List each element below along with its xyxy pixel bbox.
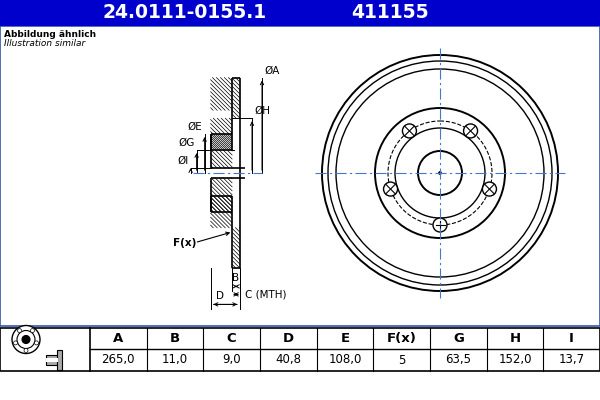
Text: G: G — [453, 332, 464, 345]
Circle shape — [433, 218, 447, 232]
Circle shape — [336, 69, 544, 277]
Text: 5: 5 — [398, 354, 406, 366]
Circle shape — [34, 341, 38, 345]
Text: D: D — [217, 291, 224, 302]
Text: ØG: ØG — [178, 138, 194, 148]
Text: 152,0: 152,0 — [498, 354, 532, 366]
Text: 265,0: 265,0 — [101, 354, 135, 366]
Bar — [211, 178, 232, 212]
Text: C (MTH): C (MTH) — [245, 289, 287, 299]
Circle shape — [395, 128, 485, 218]
Text: 108,0: 108,0 — [328, 354, 362, 366]
Bar — [46, 355, 58, 365]
Circle shape — [464, 124, 478, 138]
Text: B: B — [170, 332, 180, 345]
Text: F(x): F(x) — [173, 238, 196, 248]
Bar — [211, 78, 232, 110]
Text: E: E — [340, 332, 350, 345]
Bar — [232, 228, 240, 268]
Text: D: D — [283, 332, 294, 345]
Circle shape — [17, 330, 35, 348]
Text: B: B — [232, 274, 239, 283]
Circle shape — [14, 341, 17, 345]
Circle shape — [328, 61, 552, 285]
Text: 24.0111-0155.1: 24.0111-0155.1 — [103, 4, 267, 22]
Text: 9,0: 9,0 — [223, 354, 241, 366]
Text: ØH: ØH — [254, 106, 270, 116]
Circle shape — [12, 326, 40, 354]
Text: A: A — [113, 332, 124, 345]
Text: 411155: 411155 — [351, 4, 429, 22]
Text: 11,0: 11,0 — [162, 354, 188, 366]
Text: 63,5: 63,5 — [445, 354, 472, 366]
Circle shape — [322, 55, 558, 291]
Text: 40,8: 40,8 — [275, 354, 301, 366]
Text: 13,7: 13,7 — [559, 354, 585, 366]
Circle shape — [403, 124, 416, 138]
Text: C: C — [227, 332, 236, 345]
Bar — [211, 118, 232, 150]
Text: ØI: ØI — [178, 156, 188, 166]
Circle shape — [375, 108, 505, 238]
Bar — [0, 26, 600, 326]
Circle shape — [22, 336, 30, 344]
Bar — [232, 78, 240, 118]
Bar — [46, 358, 58, 362]
Circle shape — [24, 348, 28, 352]
Text: Abbildung ähnlich: Abbildung ähnlich — [4, 30, 96, 39]
Circle shape — [17, 329, 22, 333]
Text: I: I — [569, 332, 574, 345]
Bar — [57, 350, 62, 370]
Circle shape — [439, 172, 442, 174]
Text: Illustration similar: Illustration similar — [4, 39, 85, 48]
Bar — [0, 328, 600, 371]
Text: ØE: ØE — [188, 122, 203, 132]
Bar — [0, 0, 600, 26]
Text: F(x): F(x) — [387, 332, 416, 345]
Circle shape — [482, 182, 496, 196]
Text: ØA: ØA — [264, 66, 280, 76]
Bar — [211, 134, 232, 168]
Circle shape — [418, 151, 462, 195]
Circle shape — [31, 329, 34, 333]
Text: H: H — [509, 332, 521, 345]
Bar — [211, 196, 232, 228]
Circle shape — [383, 182, 398, 196]
